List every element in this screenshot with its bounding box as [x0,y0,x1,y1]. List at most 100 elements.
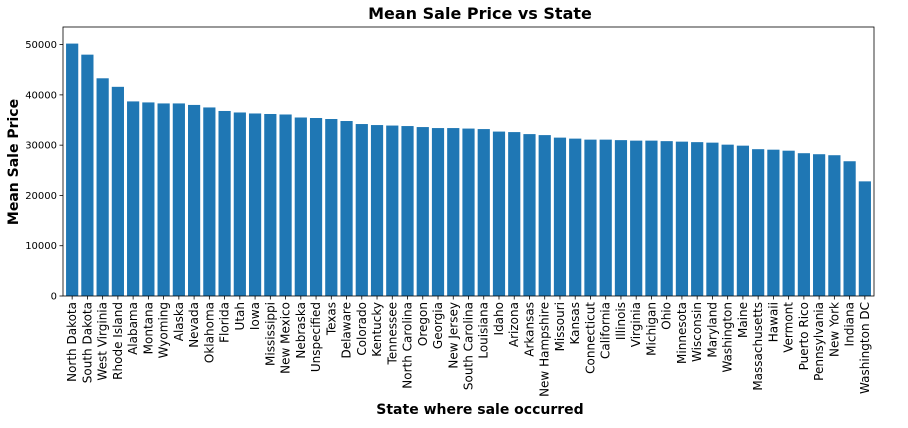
plot-area: 0 10000 20000 30000 40000 50000 North Dakota So… [25,26,875,397]
bar [523,134,536,296]
bar [782,150,795,296]
y-tick-label: 40000 [25,90,57,101]
bar [721,144,734,296]
x-axis-title: State where sale occurred [376,402,583,418]
x-tick-label: Alabama [126,302,140,355]
x-tick-label: Delaware [340,302,354,359]
bar [706,142,719,296]
y-tick-label: 30000 [25,141,57,152]
x-tick-label: New Mexico [279,302,293,374]
bar [431,128,445,296]
x-tick-label: South Carolina [462,302,476,390]
x-tick-label: Wisconsin [690,302,704,362]
bar [127,101,140,296]
x-tick-label: Wyoming [157,302,171,358]
bar [401,126,414,296]
bar [370,125,384,296]
bar [294,117,307,296]
bar [188,104,201,297]
x-tick-label: New Hampshire [538,302,552,397]
bar [462,128,475,296]
y-axis-title: Mean Sale Price [6,99,22,225]
bar [340,121,353,297]
bar [858,181,871,296]
x-tick-label: Rhode Island [111,302,125,380]
bar [477,129,490,296]
x-tick-label: Florida [218,302,232,343]
y-tick-label: 50000 [25,40,57,51]
bar [264,113,277,297]
x-tick-label: Unspecified [309,302,323,372]
bar [828,155,841,296]
x-tick-label: Nevada [187,302,201,348]
x-tick-label: Nebraska [294,302,308,359]
x-tick-label: Oregon [416,302,430,346]
bar [416,127,429,296]
x-tick-label: Michigan [644,302,658,356]
x-tick-label: Texas [324,302,338,336]
x-tick-label: West Virginia [96,302,110,381]
x-tick-label: Arizona [507,302,521,347]
x-tick-label: Arkansas [522,302,536,357]
bar [508,132,521,296]
y-tick-label: 10000 [25,241,57,252]
x-tick-label: Washington DC [858,302,872,394]
bar [660,141,673,296]
x-tick-label: Utah [233,302,247,330]
x-tick-label: Georgia [431,302,445,349]
x-tick-label: Mississippi [263,302,277,366]
bar [797,153,810,296]
x-tick-label: Ohio [660,302,674,330]
bar [81,54,94,297]
bar [492,131,506,296]
x-tick-label: Alaska [172,302,186,341]
x-tick-label: North Carolina [401,302,415,389]
bar [279,114,292,297]
x-tick-label: Tennessee [385,302,399,366]
x-tick-label: Connecticut [583,302,597,374]
bar [248,113,262,296]
bar [96,78,109,296]
bar [553,137,567,296]
bar [599,139,612,296]
chart-title: Mean Sale Price vs State [368,4,592,23]
bar [233,112,246,296]
bar [767,149,780,296]
x-tick-label: North Dakota [65,302,79,382]
bar [843,161,856,296]
bar [736,145,749,296]
bar [691,142,704,296]
bar [203,107,216,296]
x-tick-label: Maine [736,302,750,338]
bar [66,43,79,297]
x-tick-label: Massachusetts [751,302,765,391]
x-tick-label: Illinois [614,302,628,340]
bar [813,154,826,296]
bar [111,86,124,296]
bar [157,103,170,297]
x-tick-label: Idaho [492,302,506,335]
bar [752,149,765,296]
x-tick-label: Missouri [553,302,567,351]
bar [386,125,399,296]
x-tick-label: Iowa [248,302,262,330]
x-tick-label: Montana [141,302,155,354]
bar [645,140,658,296]
x-tick-label: Hawaii [766,302,780,342]
x-tick-label: Washington [721,302,735,373]
x-tick-label: Minnesota [675,302,689,364]
bar [584,139,597,296]
y-tick-label: 20000 [25,191,57,202]
bar [630,140,643,296]
y-tick-label: 0 [51,292,57,303]
x-tick-label: New York [827,302,841,357]
x-tick-label: Louisiana [477,302,491,359]
x-tick-label: Virginia [629,302,643,347]
x-tick-label: Puerto Rico [797,302,811,370]
bar [309,118,323,296]
bar [142,102,155,296]
x-tick-label: Indiana [843,302,857,346]
bar [614,140,628,296]
